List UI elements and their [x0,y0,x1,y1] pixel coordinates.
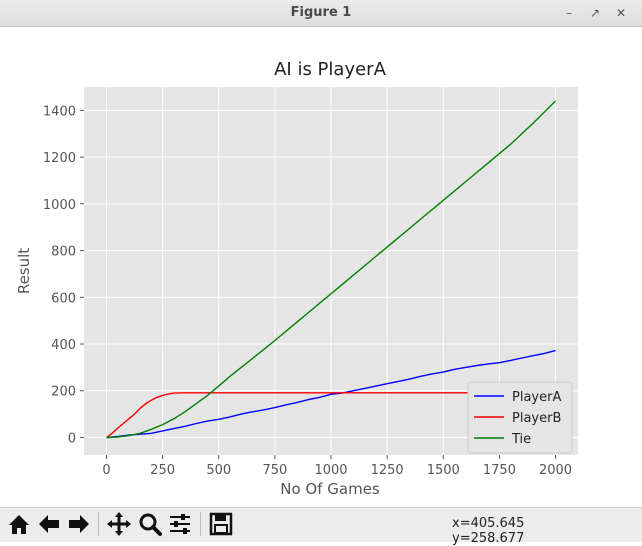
maximize-icon[interactable]: ↗ [589,6,601,20]
series-line-playerb [106,392,556,439]
figure-canvas: AI is PlayerA 0 250 500 750 1000 1250 1500 1750… [15,59,578,498]
minimize-icon[interactable]: – [566,6,572,20]
series-lines [106,100,556,439]
x-tick-label: 750 [262,463,287,478]
y-tick-label: 1400 [43,104,76,119]
y-tick-label: 0 [68,431,76,446]
chart-title: AI is PlayerA [274,59,386,80]
y-tick-label: 1200 [43,151,76,166]
x-coordinate-readout: x=405.645 [452,516,525,531]
home-icon [9,515,29,534]
x-tick-label: 500 [206,463,231,478]
series-line-playera [106,349,556,439]
move-icon [107,512,131,536]
y-tick-label: 600 [51,291,76,306]
y-tick-label: 800 [51,245,76,260]
arrow-right-icon [69,515,89,533]
legend-label: Tie [511,432,531,447]
home-button[interactable] [6,511,32,537]
series-line-tie [106,100,556,439]
window-titlebar: Figure 1 – ↗ ✕ [0,0,642,27]
x-tick-label: 1250 [371,463,404,478]
x-tick-label: 0 [102,463,110,478]
back-button[interactable] [36,511,62,537]
legend-box [467,381,573,454]
cursor-coordinates: x=405.645 y=258.677 [452,516,642,546]
sliders-icon [170,514,190,534]
forward-button[interactable] [66,511,92,537]
close-icon[interactable]: ✕ [615,6,627,20]
x-tick-label: 1000 [314,463,347,478]
zoom-button[interactable] [137,511,163,537]
pan-button[interactable] [106,511,132,537]
toolbar: x=405.645 y=258.677 [0,507,642,546]
save-button[interactable] [208,511,234,537]
toolbar-separator [98,512,99,536]
floppy-disk-icon [209,512,233,536]
x-tick-label: 1500 [427,463,460,478]
y-tick-label: 400 [51,338,76,353]
x-tick-label: 2000 [539,463,572,478]
x-axis-label: No Of Games [280,480,380,498]
arrow-left-icon [39,515,59,533]
legend: PlayerA PlayerB Tie [467,381,573,454]
magnifier-icon [139,513,162,536]
toolbar-separator [200,512,201,536]
window-title: Figure 1 [290,5,352,20]
legend-label: PlayerA [512,390,561,405]
y-axis-label: Result [15,248,33,294]
tick-labels: 0 250 500 750 1000 1250 1500 1750 2000 0 200 400 600… [43,104,572,478]
y-tick-label: 1000 [43,198,76,213]
legend-label: PlayerB [512,411,561,426]
x-tick-label: 1750 [483,463,516,478]
y-tick-label: 200 [51,385,76,400]
y-coordinate-readout: y=258.677 [452,531,525,546]
x-tick-label: 250 [150,463,175,478]
configure-subplots-button[interactable] [167,511,193,537]
